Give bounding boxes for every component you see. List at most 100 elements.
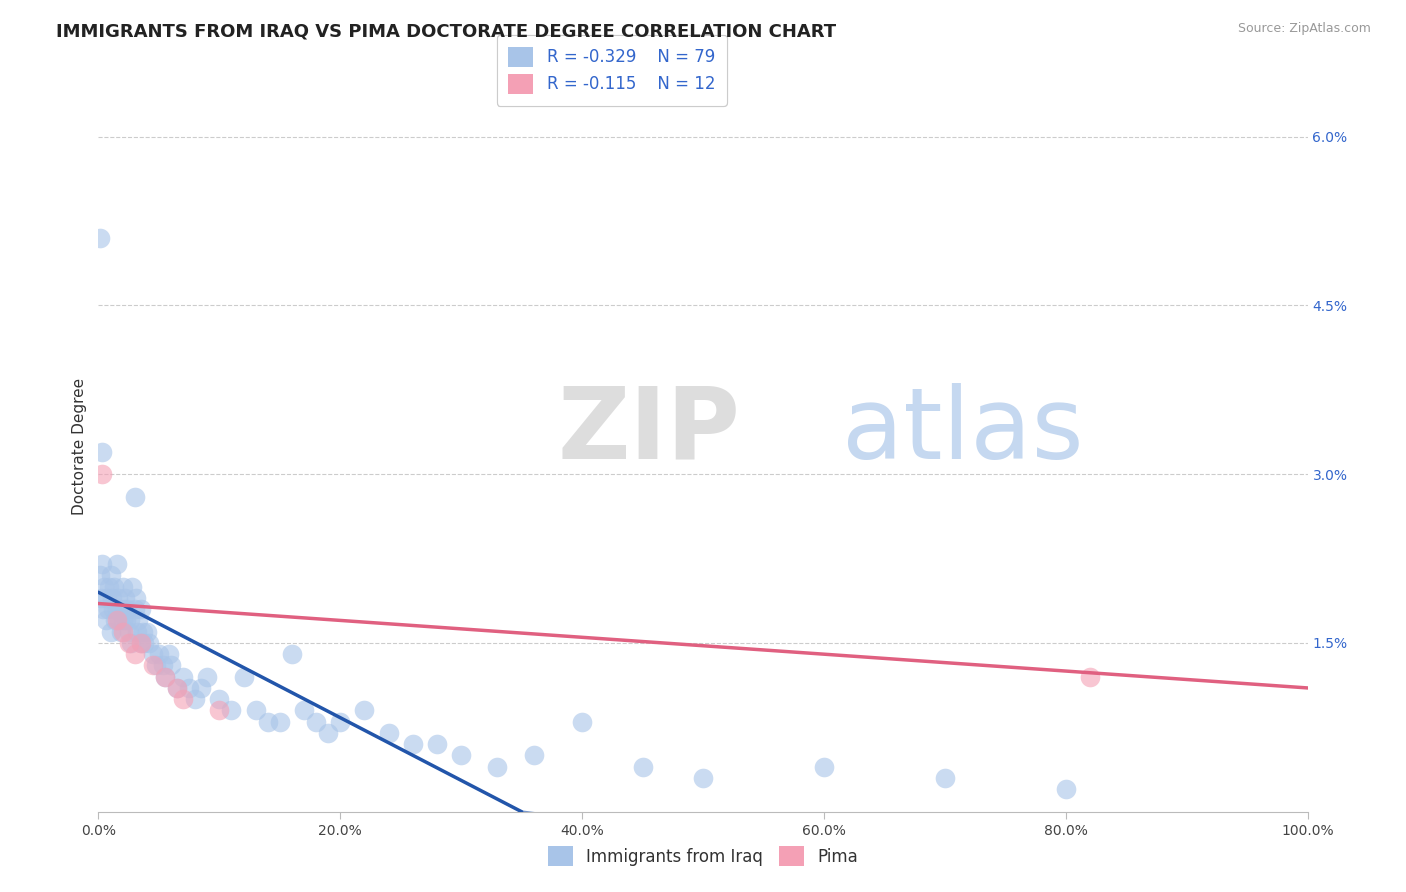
Point (129, 636, 152, 650)
Point (813, 760, 835, 774)
Text: Source: ZipAtlas.com: Source: ZipAtlas.com (1237, 22, 1371, 36)
Point (121, 580, 143, 594)
Point (110, 624, 132, 639)
Point (91, 467, 114, 482)
Point (124, 602, 146, 616)
Point (115, 614, 138, 628)
Point (117, 602, 139, 616)
Point (692, 771, 714, 785)
Point (426, 737, 449, 751)
Text: IMMIGRANTS FROM IRAQ VS PIMA DOCTORATE DEGREE CORRELATION CHART: IMMIGRANTS FROM IRAQ VS PIMA DOCTORATE D… (56, 22, 837, 40)
Point (166, 681, 188, 695)
Point (486, 760, 509, 774)
Point (96, 591, 118, 605)
Point (104, 614, 127, 628)
Point (631, 760, 654, 774)
Point (107, 591, 129, 605)
Point (124, 647, 146, 661)
Point (127, 624, 149, 639)
Text: ZIP: ZIP (558, 383, 741, 480)
Point (256, 714, 278, 729)
Point (108, 602, 131, 616)
Point (94, 614, 117, 628)
Text: atlas: atlas (842, 383, 1084, 480)
Point (108, 614, 131, 628)
Point (523, 748, 546, 763)
Point (111, 614, 134, 628)
Point (135, 624, 157, 639)
Point (127, 614, 149, 628)
Point (111, 580, 134, 594)
Point (153, 670, 176, 684)
Point (124, 490, 146, 504)
Point (118, 624, 141, 639)
Point (208, 692, 231, 706)
Point (145, 658, 167, 673)
Point (125, 591, 148, 605)
Point (153, 670, 176, 684)
Point (166, 681, 188, 695)
Point (89, 568, 111, 582)
Point (157, 647, 180, 661)
Point (118, 636, 141, 650)
Point (100, 624, 122, 639)
Point (100, 568, 122, 582)
Point (114, 591, 136, 605)
Point (221, 703, 243, 717)
Point (118, 614, 141, 628)
Point (571, 714, 593, 729)
Point (377, 726, 399, 740)
Point (103, 580, 125, 594)
Point (148, 647, 170, 661)
Point (132, 624, 155, 639)
Point (89, 231, 111, 245)
Legend: R = -0.329    N = 79, R = -0.115    N = 12: R = -0.329 N = 79, R = -0.115 N = 12 (496, 35, 727, 106)
Point (152, 658, 174, 673)
Point (208, 703, 231, 717)
Point (402, 737, 425, 751)
Point (245, 703, 267, 717)
Legend: Immigrants from Iraq, Pima: Immigrants from Iraq, Pima (538, 838, 868, 875)
Point (91, 444, 114, 458)
Point (292, 703, 315, 717)
Point (1078, 670, 1101, 684)
Point (142, 647, 165, 661)
Point (160, 658, 183, 673)
Point (172, 670, 194, 684)
Point (142, 658, 165, 673)
Point (105, 614, 128, 628)
Point (91, 602, 114, 616)
Point (105, 602, 128, 616)
Point (934, 771, 956, 785)
Point (305, 714, 328, 729)
Point (329, 714, 352, 729)
Point (450, 748, 472, 763)
Point (184, 692, 207, 706)
Point (111, 624, 134, 639)
Point (129, 636, 152, 650)
Point (90, 591, 112, 605)
Point (1054, 782, 1077, 797)
Point (172, 692, 194, 706)
Point (134, 636, 156, 650)
Point (179, 681, 201, 695)
Point (232, 670, 254, 684)
Point (97, 602, 120, 616)
Point (195, 670, 218, 684)
Point (98, 580, 121, 594)
Point (316, 726, 339, 740)
Point (105, 557, 128, 571)
Point (138, 636, 160, 650)
Point (112, 602, 135, 616)
Point (91, 557, 114, 571)
Point (190, 681, 212, 695)
Point (93, 580, 115, 594)
Point (101, 602, 124, 616)
Point (353, 703, 375, 717)
Point (129, 602, 152, 616)
Point (120, 636, 142, 650)
Point (269, 714, 291, 729)
Point (281, 647, 304, 661)
Y-axis label: Doctorate Degree: Doctorate Degree (72, 377, 87, 515)
Point (100, 591, 122, 605)
